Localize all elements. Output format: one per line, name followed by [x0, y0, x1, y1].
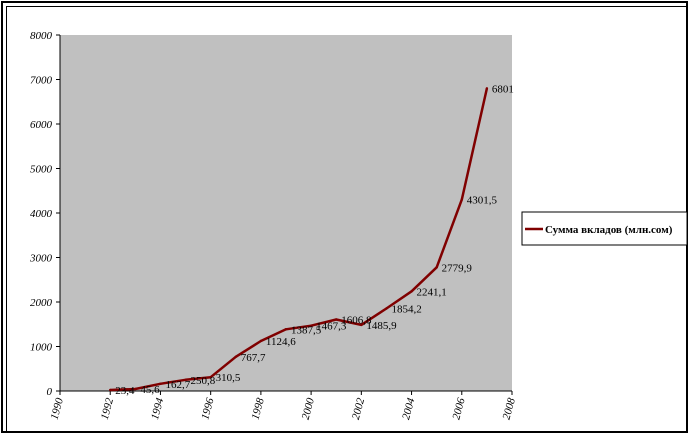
- data-label: 6801: [492, 83, 514, 95]
- data-point: [284, 328, 288, 331]
- x-tick-label: 2002: [350, 396, 367, 421]
- data-point: [234, 355, 237, 359]
- data-point: [159, 382, 162, 385]
- data-point: [435, 266, 438, 269]
- data-label: 310,5: [216, 372, 241, 384]
- y-tick-label: 7000: [30, 75, 53, 87]
- plot-area: [60, 35, 512, 391]
- data-point: [109, 388, 112, 392]
- data-label: 45,6: [140, 384, 160, 396]
- data-label: 4301,5: [467, 195, 498, 207]
- legend-box: [521, 211, 688, 246]
- data-point: [360, 323, 363, 327]
- y-tick-label: 1000: [30, 342, 53, 354]
- data-label: 2779,9: [442, 262, 473, 274]
- x-tick-label: 1990: [49, 396, 66, 421]
- x-tick-label: 2004: [400, 396, 417, 421]
- data-point: [335, 318, 338, 321]
- data-label: 23,4: [115, 385, 135, 397]
- x-tick-label: 1992: [99, 396, 116, 421]
- data-label: 1124,6: [266, 336, 296, 348]
- x-tick-label: 1994: [149, 396, 166, 421]
- y-tick-label: 6000: [30, 119, 53, 131]
- legend-entry: Сумма вкладов (млн.сом): [545, 224, 673, 236]
- data-label: 250,8: [191, 375, 216, 387]
- data-point: [184, 378, 187, 382]
- data-label: 1485,9: [366, 320, 397, 332]
- data-label: 1467,3: [316, 321, 347, 333]
- y-tick-label: 2000: [30, 297, 53, 309]
- data-point: [259, 339, 263, 343]
- x-tick-label: 2008: [501, 396, 518, 421]
- x-tick-label: 2000: [300, 396, 317, 421]
- x-tick-label: 2006: [450, 396, 467, 421]
- data-point: [460, 198, 463, 201]
- data-point: [385, 307, 388, 310]
- y-tick-label: 8000: [30, 30, 53, 42]
- data-label: 1854,2: [391, 303, 421, 315]
- y-tick-label: 0: [47, 386, 53, 398]
- data-label: 2241,1: [417, 286, 447, 298]
- y-tick-label: 4000: [30, 208, 53, 220]
- data-point: [410, 290, 413, 293]
- y-tick-label: 3000: [29, 253, 53, 265]
- data-label: 767,7: [241, 352, 266, 364]
- x-tick-label: 1998: [250, 396, 267, 421]
- data-point: [309, 324, 313, 327]
- data-point: [209, 375, 212, 379]
- y-tick-label: 5000: [30, 164, 53, 176]
- data-point: [134, 387, 137, 391]
- data-label: 1387,5: [291, 324, 322, 336]
- x-tick-label: 1996: [199, 396, 216, 421]
- data-point: [485, 87, 489, 90]
- data-label: 1606,8: [341, 314, 372, 326]
- data-label: 162,7: [165, 379, 190, 391]
- series-line: [110, 88, 489, 392]
